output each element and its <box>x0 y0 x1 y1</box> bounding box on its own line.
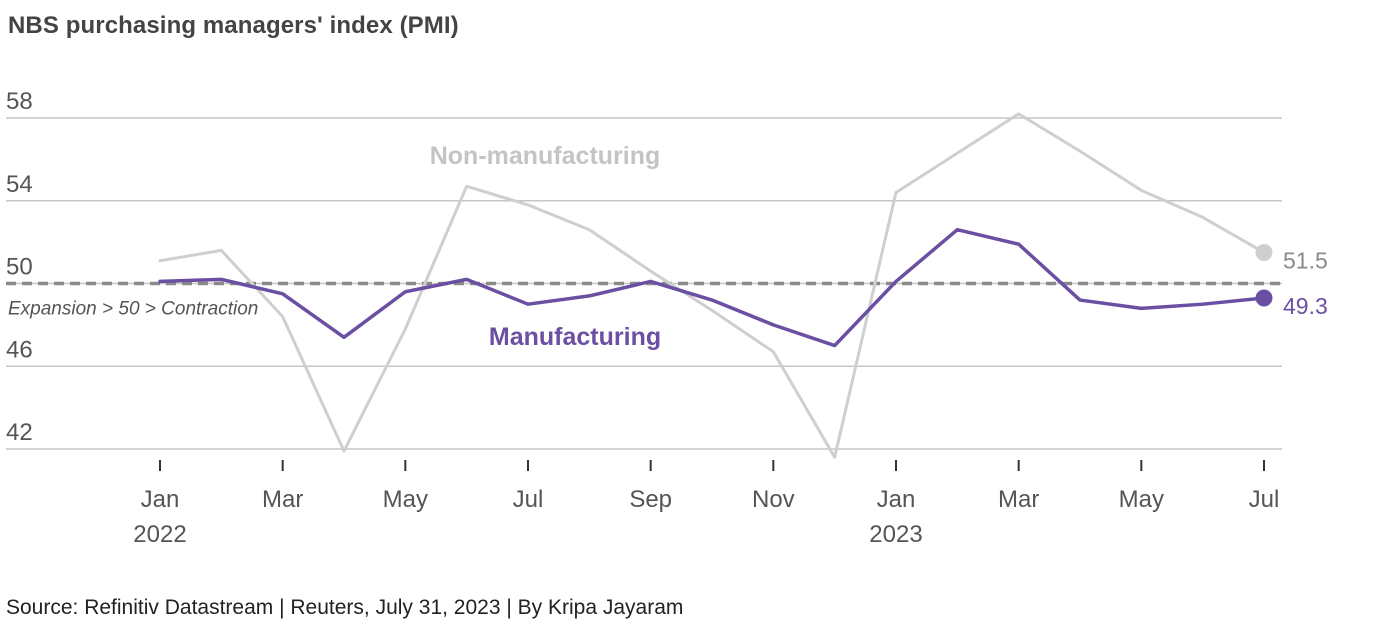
y-tick-label-50: 50 <box>6 254 33 281</box>
non-manufacturing-line <box>158 112 1266 459</box>
manufacturing-end-marker <box>1255 289 1273 307</box>
y-axis-labels: 42 46 50 54 58 <box>6 88 33 446</box>
source-note: Source: Refinitiv Datastream | Reuters, … <box>6 596 684 619</box>
non-manufacturing-end-value: 51.5 <box>1283 247 1328 273</box>
series-labels: 51.5 49.3 Non-manufacturing Manufacturing <box>430 142 1328 351</box>
x-tick-label-2023-01: Jan <box>877 486 916 513</box>
reference-line-label: Expansion > 50 > Contraction <box>8 299 258 320</box>
x-tick-label-2023-07: Jul <box>1249 486 1280 513</box>
chart-title: NBS purchasing managers' index (PMI) <box>8 12 459 39</box>
manufacturing-line <box>158 227 1266 348</box>
manufacturing-end-value: 49.3 <box>1283 293 1328 319</box>
x-tick-label-2022-01: Jan <box>141 486 180 513</box>
manufacturing-series <box>158 227 1273 348</box>
reference-line-group: Expansion > 50 > Contraction <box>6 281 1282 320</box>
x-axis: Jan 2022 Mar May Jul Sep Nov Jan 2023 Mar May Jul <box>133 460 1279 548</box>
non-manufacturing-end-marker <box>1255 243 1273 261</box>
x-tick-label-2022-05: May <box>383 486 428 513</box>
x-tick-label-2022-11: Nov <box>752 486 795 513</box>
y-tick-label-46: 46 <box>6 336 33 363</box>
x-tick-label-2022-09: Sep <box>629 486 672 513</box>
x-tick-year-2023: 2023 <box>869 521 922 548</box>
x-tick-label-2023-05: May <box>1119 486 1164 513</box>
non-manufacturing-label: Non-manufacturing <box>430 142 661 170</box>
manufacturing-label: Manufacturing <box>489 323 661 351</box>
x-tick-label-2022-07: Jul <box>513 486 544 513</box>
series-lines <box>158 112 1273 459</box>
y-tick-label-58: 58 <box>6 88 33 115</box>
x-tick-label-2022-03: Mar <box>262 486 303 513</box>
x-tick-label-2023-03: Mar <box>998 486 1039 513</box>
y-tick-label-54: 54 <box>6 171 33 198</box>
x-tick-year-2022: 2022 <box>133 521 186 548</box>
y-tick-label-42: 42 <box>6 419 33 446</box>
non-manufacturing-series <box>158 112 1273 459</box>
